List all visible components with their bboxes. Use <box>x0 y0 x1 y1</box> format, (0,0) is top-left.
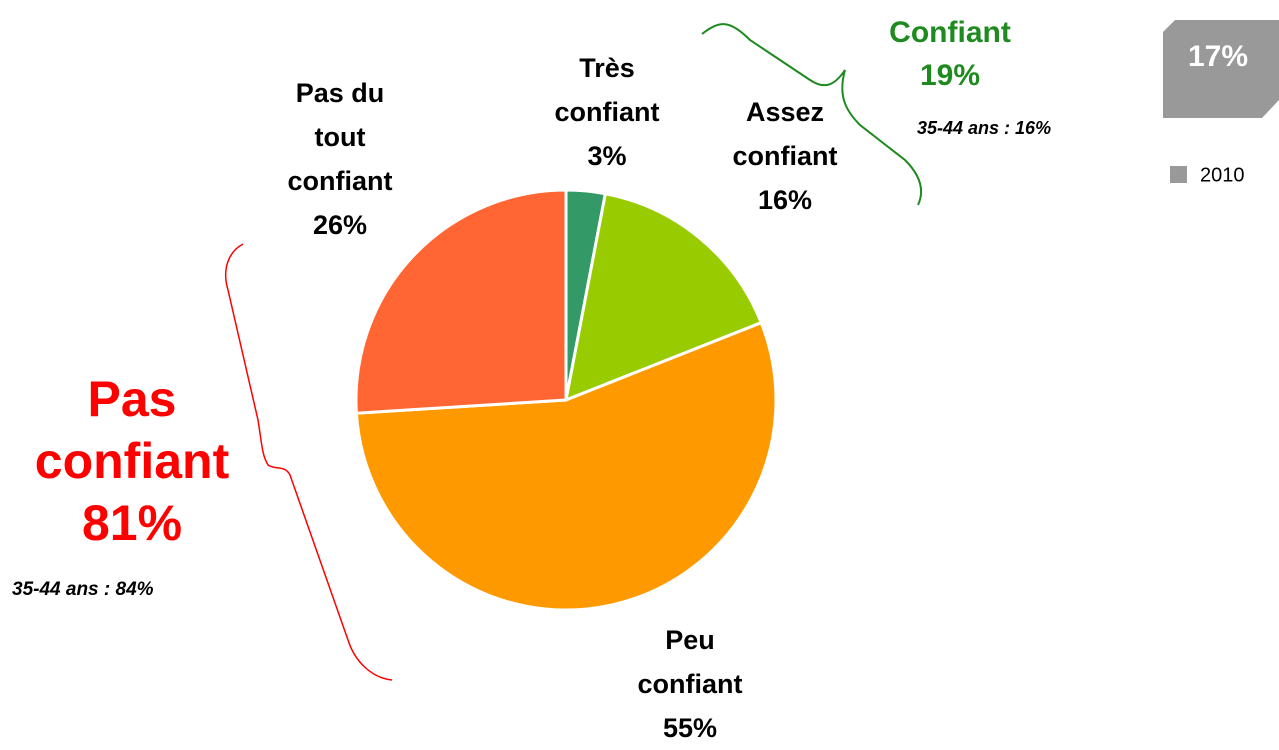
group-name: Confiant <box>889 16 1011 49</box>
slice-label: Pas du tout confiant 26% <box>270 71 410 247</box>
group-name: Pas confiant <box>34 371 230 489</box>
category: Peu confiant <box>637 625 743 699</box>
category: Assez confiant <box>732 97 838 171</box>
category: Très confiant <box>554 53 660 127</box>
group-value: 19% <box>919 59 981 92</box>
group-label: Confiant 19% <box>850 11 1050 97</box>
brace-pas-confiant <box>224 243 393 681</box>
group-label: Pas confiant 81% <box>7 368 257 554</box>
value-label: 55% <box>662 713 718 743</box>
value-label: 16% <box>757 185 813 215</box>
comparison-value: 17% <box>1188 40 1248 73</box>
category: Pas du tout confiant <box>287 78 393 196</box>
value-label: 3% <box>587 141 627 171</box>
slice-label: Assez confiant 16% <box>715 90 855 222</box>
group-value: 81% <box>81 495 183 551</box>
slice-label: Peu confiant 55% <box>620 618 760 750</box>
group-note: 35-44 ans : 84% <box>12 579 154 600</box>
legend-swatch <box>1170 166 1187 183</box>
group-note: 35-44 ans : 16% <box>917 118 1052 138</box>
comparison-box <box>1163 20 1279 118</box>
pie-slice <box>564 191 764 403</box>
slice-label: Très confiant 3% <box>537 46 677 178</box>
brace-confiant <box>701 23 923 206</box>
pie-slice <box>354 320 778 612</box>
legend-label: 2010 <box>1200 164 1245 186</box>
value-label: 26% <box>312 210 368 240</box>
pie-slice <box>354 188 568 415</box>
